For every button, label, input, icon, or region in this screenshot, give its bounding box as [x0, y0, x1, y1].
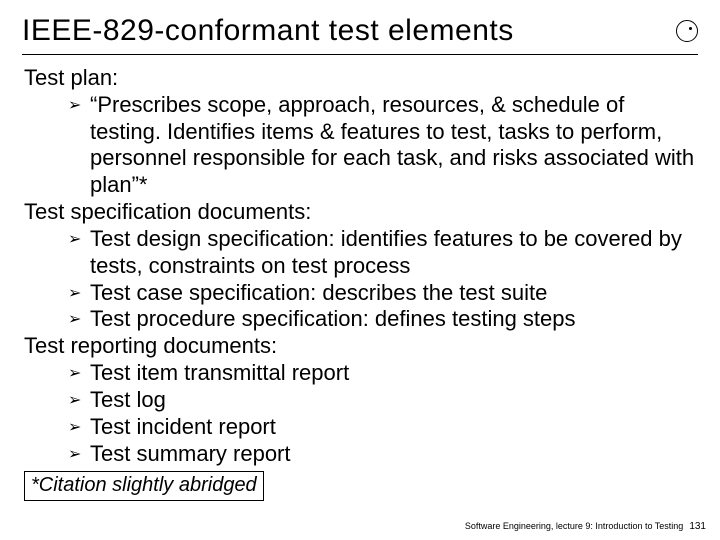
bullet-text: Test log — [90, 387, 696, 414]
bullet-icon: ➢ — [68, 226, 90, 280]
bullet-text: Test item transmittal report — [90, 360, 696, 387]
list-item: ➢ “Prescribes scope, approach, resources… — [68, 92, 696, 199]
logo-icon — [676, 20, 698, 42]
bullet-icon: ➢ — [68, 280, 90, 307]
bullet-icon: ➢ — [68, 414, 90, 441]
list-item: ➢ Test case specification: describes the… — [68, 280, 696, 307]
citation-note: *Citation slightly abridged — [24, 471, 264, 500]
footer: Software Engineering, lecture 9: Introdu… — [465, 521, 706, 532]
bullet-text: Test design specification: identifies fe… — [90, 226, 696, 280]
bullet-icon: ➢ — [68, 441, 90, 468]
content: Test plan: ➢ “Prescribes scope, approach… — [22, 55, 698, 501]
section-heading-2: Test specification documents: — [24, 199, 696, 226]
section-heading-1: Test plan: — [24, 65, 696, 92]
bullet-text: “Prescribes scope, approach, resources, … — [90, 92, 696, 199]
section-heading-3: Test reporting documents: — [24, 333, 696, 360]
list-item: ➢ Test summary report — [68, 441, 696, 468]
bullet-text: Test procedure specification: defines te… — [90, 306, 696, 333]
footer-text: Software Engineering, lecture 9: Introdu… — [465, 521, 683, 531]
bullet-text: Test summary report — [90, 441, 696, 468]
bullet-text: Test incident report — [90, 414, 696, 441]
bullet-list-1: ➢ “Prescribes scope, approach, resources… — [68, 92, 696, 199]
bullet-list-2: ➢ Test design specification: identifies … — [68, 226, 696, 333]
list-item: ➢ Test design specification: identifies … — [68, 226, 696, 280]
bullet-text: Test case specification: describes the t… — [90, 280, 696, 307]
list-item: ➢ Test procedure specification: defines … — [68, 306, 696, 333]
page-number: 131 — [689, 521, 706, 532]
bullet-icon: ➢ — [68, 92, 90, 199]
title-row: IEEE-829-conformant test elements — [22, 14, 698, 48]
list-item: ➢ Test item transmittal report — [68, 360, 696, 387]
bullet-list-3: ➢ Test item transmittal report ➢ Test lo… — [68, 360, 696, 467]
bullet-icon: ➢ — [68, 306, 90, 333]
bullet-icon: ➢ — [68, 360, 90, 387]
bullet-icon: ➢ — [68, 387, 90, 414]
list-item: ➢ Test incident report — [68, 414, 696, 441]
slide: IEEE-829-conformant test elements Test p… — [0, 0, 720, 540]
slide-title: IEEE-829-conformant test elements — [22, 14, 514, 48]
list-item: ➢ Test log — [68, 387, 696, 414]
